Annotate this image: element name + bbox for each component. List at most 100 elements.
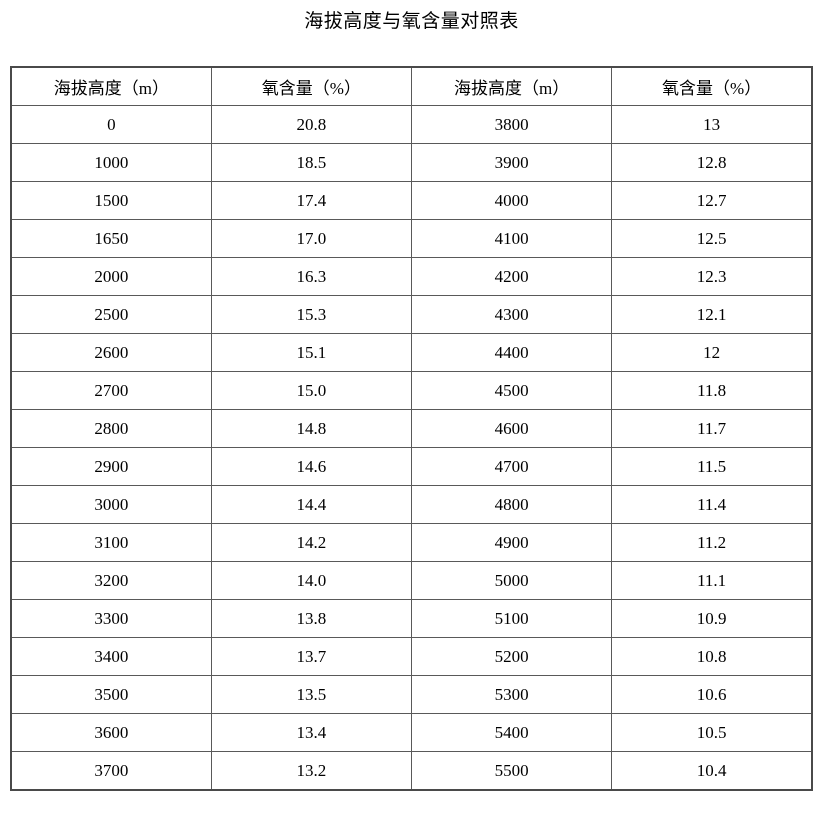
- table-row: 1500 17.4 4000 12.7: [10, 181, 813, 220]
- altitude-cell: 3200: [10, 561, 212, 600]
- altitude-cell: 3800: [410, 105, 613, 144]
- altitude-cell: 1500: [10, 181, 212, 220]
- oxygen-cell: 10.9: [611, 599, 813, 638]
- oxygen-cell: 13.7: [210, 637, 413, 676]
- altitude-cell: 2700: [10, 371, 212, 410]
- altitude-cell: 4600: [410, 409, 613, 448]
- oxygen-cell: 17.4: [210, 181, 413, 220]
- oxygen-cell: 18.5: [210, 143, 413, 182]
- oxygen-cell: 10.8: [611, 637, 813, 676]
- altitude-cell: 3500: [10, 675, 212, 714]
- oxygen-cell: 10.4: [611, 751, 813, 791]
- oxygen-cell: 16.3: [210, 257, 413, 296]
- altitude-cell: 4000: [410, 181, 613, 220]
- table-row: 2000 16.3 4200 12.3: [10, 257, 813, 296]
- table-row: 3000 14.4 4800 11.4: [10, 485, 813, 524]
- table-row: 3400 13.7 5200 10.8: [10, 637, 813, 676]
- oxygen-cell: 14.8: [210, 409, 413, 448]
- table-row: 0 20.8 3800 13: [10, 105, 813, 144]
- altitude-cell: 3700: [10, 751, 212, 791]
- page-title: 海拔高度与氧含量对照表: [304, 11, 519, 32]
- altitude-cell: 3100: [10, 523, 212, 562]
- oxygen-cell: 12.3: [611, 257, 813, 296]
- oxygen-cell: 12: [611, 333, 813, 372]
- oxygen-cell: 11.5: [611, 447, 813, 486]
- altitude-cell: 5100: [410, 599, 613, 638]
- table-row: 1650 17.0 4100 12.5: [10, 219, 813, 258]
- altitude-cell: 4900: [410, 523, 613, 562]
- oxygen-cell: 12.1: [611, 295, 813, 334]
- oxygen-cell: 11.4: [611, 485, 813, 524]
- oxygen-cell: 13.2: [210, 751, 413, 791]
- oxygen-cell: 15.1: [210, 333, 413, 372]
- altitude-cell: 3900: [410, 143, 613, 182]
- oxygen-cell: 11.1: [611, 561, 813, 600]
- oxygen-cell: 12.7: [611, 181, 813, 220]
- altitude-cell: 5000: [410, 561, 613, 600]
- altitude-cell: 4800: [410, 485, 613, 524]
- altitude-cell: 3400: [10, 637, 212, 676]
- column-header-altitude-2: 海拔高度（m）: [410, 66, 613, 106]
- altitude-cell: 4100: [410, 219, 613, 258]
- altitude-oxygen-table: 海拔高度（m） 氧含量（%） 海拔高度（m） 氧含量（%） 0 20.8 3800 1…: [10, 66, 813, 791]
- altitude-cell: 4300: [410, 295, 613, 334]
- oxygen-cell: 12.5: [611, 219, 813, 258]
- altitude-cell: 5500: [410, 751, 613, 791]
- altitude-cell: 4500: [410, 371, 613, 410]
- table-row: 2900 14.6 4700 11.5: [10, 447, 813, 486]
- column-header-oxygen-2: 氧含量（%）: [611, 66, 813, 106]
- table-row: 1000 18.5 3900 12.8: [10, 143, 813, 182]
- table-header-row: 海拔高度（m） 氧含量（%） 海拔高度（m） 氧含量（%）: [10, 66, 813, 106]
- oxygen-cell: 11.7: [611, 409, 813, 448]
- column-header-altitude-1: 海拔高度（m）: [10, 66, 212, 106]
- oxygen-cell: 11.2: [611, 523, 813, 562]
- altitude-cell: 2000: [10, 257, 212, 296]
- table-row: 3100 14.2 4900 11.2: [10, 523, 813, 562]
- altitude-cell: 5200: [410, 637, 613, 676]
- table-header: 海拔高度（m） 氧含量（%） 海拔高度（m） 氧含量（%）: [10, 66, 813, 106]
- oxygen-cell: 12.8: [611, 143, 813, 182]
- oxygen-cell: 10.6: [611, 675, 813, 714]
- altitude-cell: 2600: [10, 333, 212, 372]
- altitude-cell: 2500: [10, 295, 212, 334]
- altitude-cell: 1650: [10, 219, 212, 258]
- altitude-cell: 1000: [10, 143, 212, 182]
- oxygen-cell: 14.2: [210, 523, 413, 562]
- altitude-cell: 2800: [10, 409, 212, 448]
- altitude-cell: 0: [10, 105, 212, 144]
- table-row: 3600 13.4 5400 10.5: [10, 713, 813, 752]
- altitude-cell: 3300: [10, 599, 212, 638]
- table-row: 2500 15.3 4300 12.1: [10, 295, 813, 334]
- table-row: 2600 15.1 4400 12: [10, 333, 813, 372]
- altitude-cell: 3000: [10, 485, 212, 524]
- altitude-cell: 4400: [410, 333, 613, 372]
- altitude-cell: 4700: [410, 447, 613, 486]
- altitude-cell: 5400: [410, 713, 613, 752]
- table-row: 2700 15.0 4500 11.8: [10, 371, 813, 410]
- altitude-cell: 2900: [10, 447, 212, 486]
- table-row: 3300 13.8 5100 10.9: [10, 599, 813, 638]
- oxygen-cell: 13.5: [210, 675, 413, 714]
- table-row: 2800 14.8 4600 11.7: [10, 409, 813, 448]
- altitude-cell: 3600: [10, 713, 212, 752]
- oxygen-cell: 14.4: [210, 485, 413, 524]
- oxygen-cell: 13.4: [210, 713, 413, 752]
- oxygen-cell: 20.8: [210, 105, 413, 144]
- column-header-oxygen-1: 氧含量（%）: [210, 66, 413, 106]
- table-row: 3500 13.5 5300 10.6: [10, 675, 813, 714]
- oxygen-cell: 10.5: [611, 713, 813, 752]
- oxygen-cell: 17.0: [210, 219, 413, 258]
- table-row: 3700 13.2 5500 10.4: [10, 751, 813, 791]
- altitude-cell: 4200: [410, 257, 613, 296]
- altitude-cell: 5300: [410, 675, 613, 714]
- oxygen-cell: 13.8: [210, 599, 413, 638]
- oxygen-cell: 15.0: [210, 371, 413, 410]
- oxygen-cell: 15.3: [210, 295, 413, 334]
- oxygen-cell: 14.0: [210, 561, 413, 600]
- table-row: 3200 14.0 5000 11.1: [10, 561, 813, 600]
- oxygen-cell: 14.6: [210, 447, 413, 486]
- table-body: 0 20.8 3800 13 1000 18.5 3900 12.8 1500 17.4 4000 1…: [10, 105, 813, 791]
- oxygen-cell: 13: [611, 105, 813, 144]
- oxygen-cell: 11.8: [611, 371, 813, 410]
